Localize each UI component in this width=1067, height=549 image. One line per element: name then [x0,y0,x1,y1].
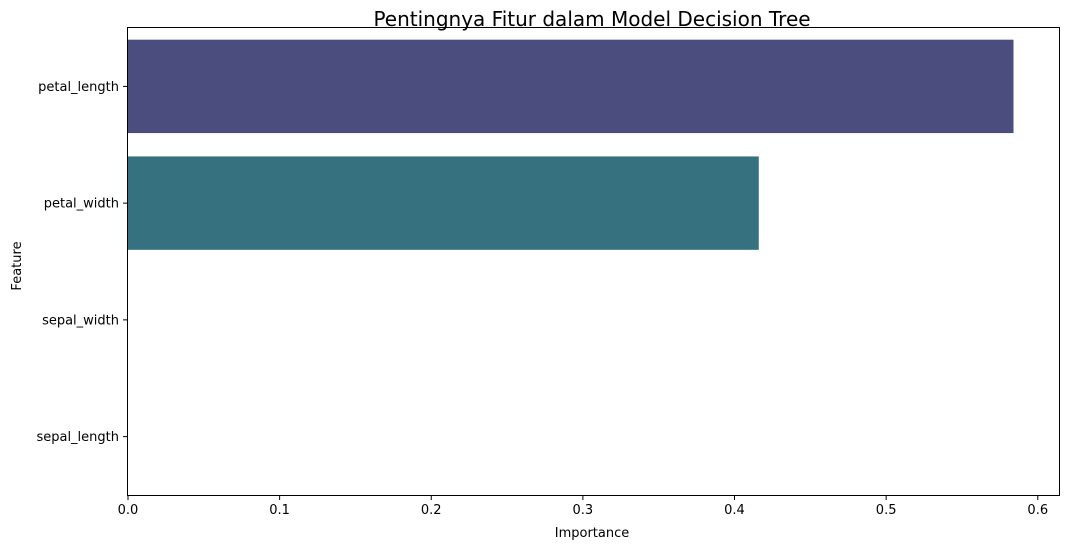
x-tick-label: 0.6 [1027,503,1048,518]
x-tick-label: 0.5 [876,503,897,518]
x-tick-label: 0.4 [724,503,745,518]
bar-petal-width [128,156,759,250]
x-tick-label: 0.3 [573,503,594,518]
y-tick-label: sepal_length [36,430,119,445]
y-tick-label: petal_length [38,80,119,95]
plot-frame [127,27,1060,496]
x-tick-label: 0.2 [421,503,442,518]
x-axis-ticks: 0.0 0.1 0.2 0.3 0.4 0.5 0.6 [118,495,1048,518]
bars-group [128,39,1014,250]
x-tick-label: 0.0 [118,503,139,518]
y-axis-label: Feature [10,241,25,290]
bar-petal-length [128,39,1014,134]
y-tick-label: sepal_width [42,313,119,328]
y-tick-label: petal_width [44,197,119,212]
x-axis-label: Importance [555,526,630,541]
y-axis-ticks: petal_length petal_width sepal_width sepal_… [36,80,128,445]
x-tick-label: 0.1 [269,503,290,518]
